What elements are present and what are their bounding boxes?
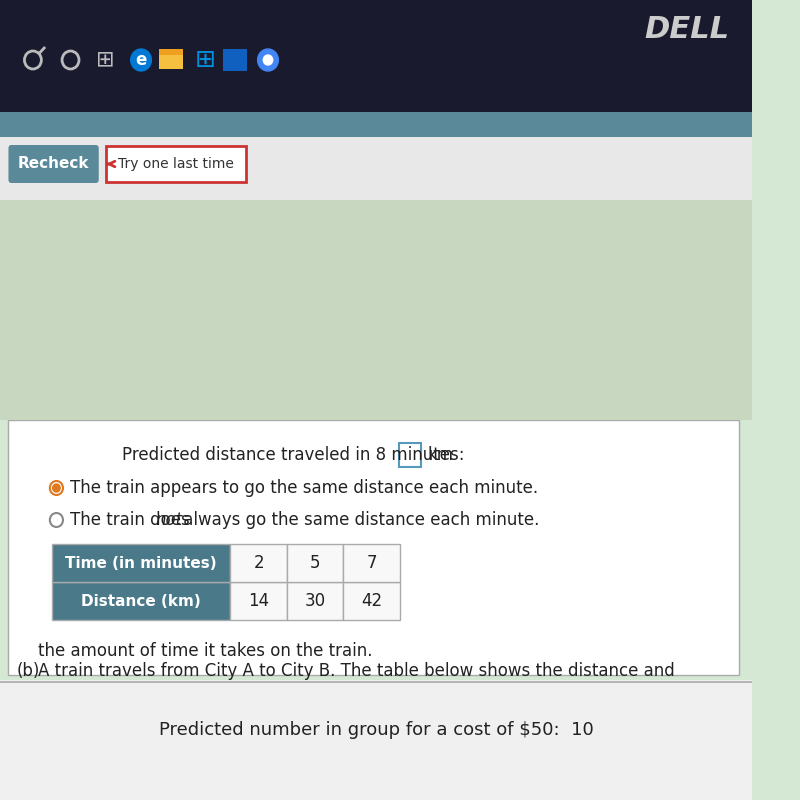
FancyBboxPatch shape [159,49,183,69]
Text: (b): (b) [17,662,40,680]
FancyBboxPatch shape [159,55,183,69]
Text: km: km [428,446,454,464]
FancyBboxPatch shape [223,49,247,71]
Text: not: not [155,511,182,529]
FancyBboxPatch shape [343,544,400,582]
FancyBboxPatch shape [398,443,422,467]
Text: 30: 30 [305,592,326,610]
FancyBboxPatch shape [230,582,286,620]
Text: Predicted distance traveled in 8 minutes:: Predicted distance traveled in 8 minutes… [122,446,465,464]
FancyBboxPatch shape [52,544,230,582]
Text: e: e [135,51,146,69]
FancyBboxPatch shape [286,544,343,582]
Text: Distance (km): Distance (km) [81,594,201,609]
Text: 14: 14 [248,592,269,610]
Text: ⊞: ⊞ [96,50,114,70]
Circle shape [130,49,151,71]
FancyBboxPatch shape [230,544,286,582]
FancyBboxPatch shape [0,0,752,112]
Text: ⊞: ⊞ [194,48,215,72]
FancyBboxPatch shape [106,146,246,182]
FancyBboxPatch shape [286,582,343,620]
Text: 5: 5 [310,554,320,572]
Text: The train does: The train does [70,511,194,529]
Text: Time (in minutes): Time (in minutes) [66,555,217,570]
Text: always go the same distance each minute.: always go the same distance each minute. [178,511,539,529]
Text: Try one last time: Try one last time [118,157,234,171]
FancyBboxPatch shape [343,582,400,620]
Text: 7: 7 [366,554,377,572]
Text: 42: 42 [361,592,382,610]
Text: Recheck: Recheck [18,157,90,171]
Text: The train appears to go the same distance each minute.: The train appears to go the same distanc… [70,479,538,497]
Circle shape [258,49,278,71]
Text: 2: 2 [254,554,264,572]
Text: the amount of time it takes on the train.: the amount of time it takes on the train… [38,642,372,660]
Circle shape [53,484,60,492]
FancyBboxPatch shape [0,135,752,420]
Circle shape [263,55,273,65]
FancyBboxPatch shape [0,112,752,137]
FancyBboxPatch shape [52,582,230,620]
FancyBboxPatch shape [0,135,752,200]
Circle shape [50,513,63,527]
Text: DELL: DELL [644,15,729,45]
Text: Predicted number in group for a cost of $50:  10: Predicted number in group for a cost of … [158,721,594,739]
FancyBboxPatch shape [0,680,752,800]
Circle shape [50,481,63,495]
Text: A train travels from City A to City B. The table below shows the distance and: A train travels from City A to City B. T… [38,662,674,680]
FancyBboxPatch shape [7,420,739,675]
FancyBboxPatch shape [9,145,98,183]
